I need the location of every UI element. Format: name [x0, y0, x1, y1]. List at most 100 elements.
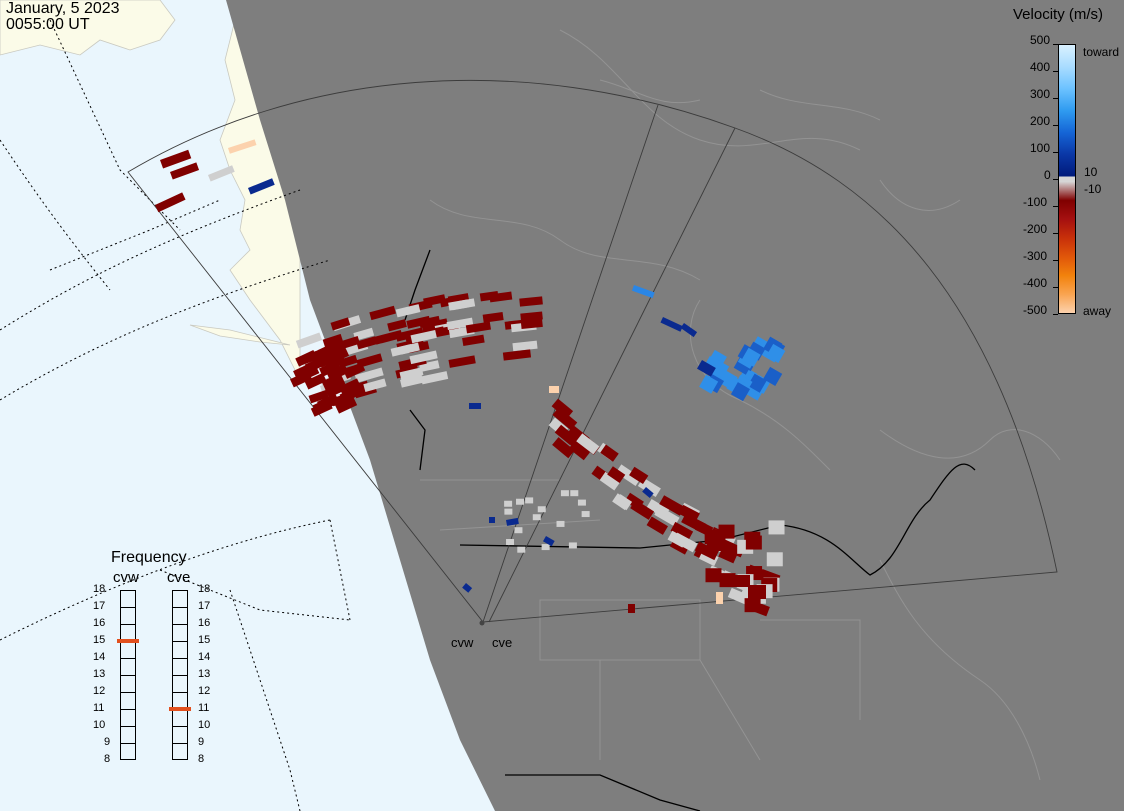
- radar-echoes: [155, 139, 786, 617]
- echo-cell: [556, 520, 565, 527]
- echo-cell: [600, 444, 619, 462]
- echo-cell: [568, 440, 590, 461]
- echo-cell: [330, 317, 351, 331]
- echo-cell: [295, 332, 323, 349]
- echo-cell: [568, 542, 577, 549]
- frequency-level-label: 14: [198, 651, 211, 663]
- colorbar-tick-mark: [1053, 125, 1058, 126]
- frequency-level-label: 12: [93, 685, 106, 697]
- echo-cell: [228, 139, 257, 154]
- echo-cell: [353, 327, 375, 341]
- echo-cell: [581, 511, 590, 518]
- echo-cell: [516, 498, 525, 505]
- frequency-level-label: 17: [198, 600, 211, 612]
- frequency-level-label: 15: [93, 634, 106, 646]
- velocity-colorbar: [1058, 44, 1076, 314]
- echo-cell: [747, 373, 767, 393]
- echo-cell: [400, 374, 424, 388]
- echo-cell: [335, 397, 358, 414]
- colorbar-tick-label: -200: [1023, 222, 1048, 236]
- echo-cell: [504, 508, 513, 515]
- echo-cell: [730, 382, 751, 402]
- colorbar-tick-label: 100: [1030, 141, 1051, 155]
- echo-cell: [614, 494, 633, 511]
- echo-cell: [293, 362, 315, 380]
- echo-cell: [766, 552, 783, 567]
- frequency-level-label: 14: [93, 651, 106, 663]
- frequency-tick: [120, 692, 136, 693]
- echo-cell: [395, 304, 421, 318]
- echo-cell: [646, 499, 670, 519]
- frequency-tick: [172, 658, 188, 659]
- echo-cell: [418, 315, 441, 328]
- frequency-marker-cve: [169, 707, 191, 711]
- echo-cell: [369, 305, 396, 321]
- frequency-tick: [172, 641, 188, 642]
- colorbar-ten-label: 10: [1084, 165, 1098, 179]
- colorbar-tick-mark: [1053, 206, 1058, 207]
- colorbar-tick-mark: [1053, 98, 1058, 99]
- frequency-level-label: 18: [198, 583, 211, 595]
- echo-cell: [465, 321, 492, 334]
- frequency-level-label: 13: [93, 668, 106, 680]
- echo-cell: [667, 530, 688, 548]
- echo-cell: [660, 317, 683, 332]
- echo-cell: [290, 370, 312, 388]
- echo-cell: [395, 327, 424, 342]
- frequency-tick: [172, 743, 188, 744]
- echo-cell: [678, 504, 700, 523]
- echo-cell: [356, 336, 378, 350]
- echo-cell: [709, 529, 726, 544]
- colorbar-tick-mark: [1053, 314, 1058, 315]
- echo-cell: [489, 291, 513, 303]
- echo-cell: [630, 499, 655, 520]
- colorbar-tick-label: 400: [1030, 60, 1051, 74]
- daylight-land-siberia: [0, 0, 176, 56]
- colorbar-tick-mark: [1053, 152, 1058, 153]
- echo-cell: [718, 547, 738, 564]
- aleutian-islands: [189, 324, 291, 346]
- echo-cell: [506, 517, 519, 526]
- echo-cell: [551, 398, 574, 419]
- echo-cell: [670, 521, 694, 541]
- echo-cell: [552, 437, 575, 459]
- echo-cell: [317, 341, 340, 359]
- echo-cell: [409, 350, 438, 365]
- frequency-level-label: 10: [198, 719, 211, 731]
- echo-cell: [446, 317, 474, 331]
- echo-cell: [599, 471, 621, 491]
- colorbar-away-label: away: [1083, 304, 1112, 318]
- echo-cell: [160, 149, 192, 169]
- echo-cell: [519, 296, 543, 307]
- frequency-tick: [120, 624, 136, 625]
- echo-cell: [482, 312, 504, 323]
- frequency-title: Frequency: [111, 549, 187, 566]
- echo-cell: [308, 389, 329, 404]
- frequency-level-label: 16: [198, 617, 211, 629]
- echo-cell: [697, 360, 716, 377]
- echo-cell: [248, 178, 275, 195]
- echo-cell: [339, 386, 362, 403]
- echo-cell: [560, 490, 569, 497]
- frequency-level-label: 10: [93, 719, 106, 731]
- echo-cell: [537, 506, 546, 513]
- night-coastlines: [420, 29, 1061, 781]
- frequency-level-label: 16: [93, 617, 106, 629]
- echo-cell: [448, 355, 476, 368]
- colorbar-tick-label: -100: [1023, 195, 1048, 209]
- echo-cell: [577, 499, 586, 506]
- frequency-tick: [120, 658, 136, 659]
- colorbar-tick-label: 300: [1030, 87, 1051, 101]
- colorbar-tick-mark: [1053, 179, 1058, 180]
- echo-cell: [363, 378, 387, 393]
- echo-cell: [763, 366, 783, 386]
- echo-cell: [699, 374, 719, 394]
- echo-cell: [448, 299, 469, 311]
- frequency-level-label: 8: [104, 753, 111, 765]
- echo-cell: [462, 583, 473, 593]
- echo-cell: [615, 464, 642, 486]
- echo-cell: [520, 311, 543, 322]
- colorbar-title: Velocity (m/s): [1013, 6, 1104, 23]
- echo-cell: [745, 535, 762, 550]
